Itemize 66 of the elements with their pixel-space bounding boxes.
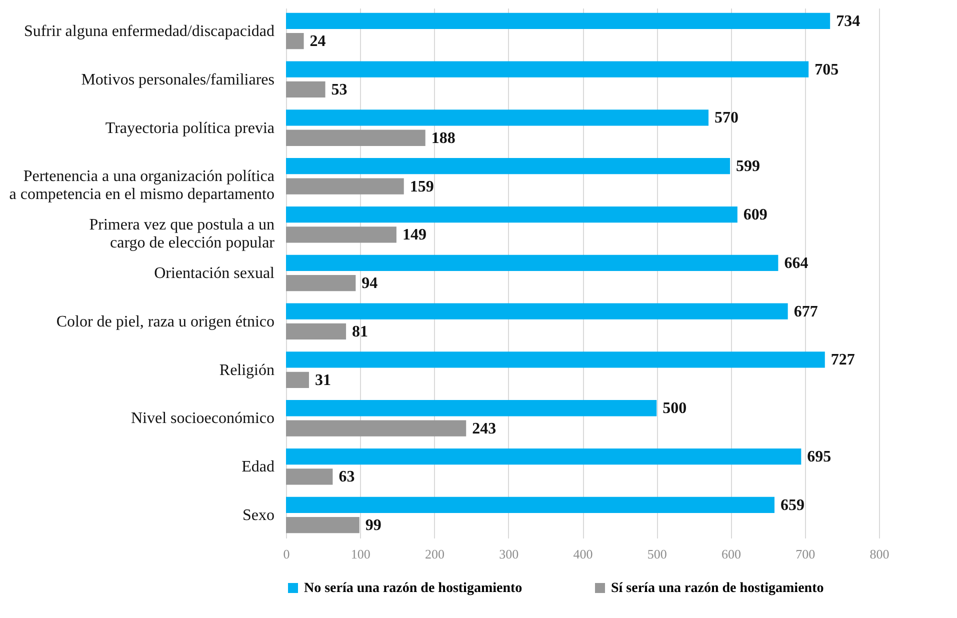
y-tick-label: Edad bbox=[242, 458, 274, 476]
y-tick-label: Orientación sexual bbox=[154, 265, 276, 282]
y-tick-label: Religión bbox=[219, 362, 274, 379]
data-label: 664 bbox=[784, 254, 808, 272]
y-tick-label: Nivel socioeconómico bbox=[130, 410, 274, 428]
data-label: 705 bbox=[814, 61, 839, 78]
data-label: 99 bbox=[365, 517, 382, 534]
data-label: 243 bbox=[472, 420, 496, 438]
data-label: 63 bbox=[338, 468, 355, 486]
bar bbox=[286, 110, 709, 126]
x-tick-label: 0 bbox=[283, 546, 290, 562]
data-label: 727 bbox=[830, 352, 855, 369]
bar bbox=[286, 517, 360, 534]
y-tick-label: Sexo bbox=[242, 507, 274, 524]
x-tick-label: 700 bbox=[796, 546, 816, 562]
bar bbox=[286, 496, 774, 513]
y-tick-label: Pertenencia a una organización política a competencia en el mismo departamento bbox=[9, 168, 274, 204]
x-tick-label: 600 bbox=[722, 546, 741, 562]
x-tick-label: 500 bbox=[647, 546, 667, 562]
bar bbox=[286, 275, 356, 292]
bar bbox=[286, 226, 396, 243]
bar bbox=[286, 12, 830, 29]
bar bbox=[286, 158, 730, 174]
bar bbox=[286, 130, 426, 146]
x-tick-label: 800 bbox=[870, 546, 890, 562]
data-label: 695 bbox=[807, 448, 832, 466]
data-label: 24 bbox=[310, 33, 326, 50]
legend-label: No sería una razón de hostigamiento bbox=[304, 581, 522, 596]
data-label: 500 bbox=[662, 400, 687, 418]
data-label: 570 bbox=[714, 110, 739, 127]
bar bbox=[286, 420, 466, 436]
bar bbox=[286, 323, 346, 340]
data-label: 81 bbox=[352, 323, 368, 340]
x-tick-label: 200 bbox=[425, 546, 444, 562]
bar bbox=[286, 61, 809, 78]
y-tick-label: Sufrir alguna enfermedad/discapacidad bbox=[24, 22, 274, 40]
bar bbox=[286, 400, 657, 416]
data-label: 94 bbox=[362, 275, 378, 292]
data-label: 609 bbox=[743, 206, 768, 224]
x-tick-label: 300 bbox=[499, 546, 519, 562]
data-label: 149 bbox=[402, 226, 426, 244]
data-label: 159 bbox=[410, 178, 434, 196]
y-tick-label: Color de piel, raza u origen étnico bbox=[56, 313, 274, 330]
bar bbox=[286, 33, 304, 50]
y-tick-label: Motivos personales/familiares bbox=[81, 71, 274, 88]
data-label: 599 bbox=[736, 158, 760, 176]
bar bbox=[286, 468, 333, 485]
data-label: 53 bbox=[331, 81, 348, 98]
x-tick-label: 100 bbox=[350, 546, 370, 562]
data-label: 188 bbox=[431, 130, 456, 147]
bar bbox=[286, 303, 788, 320]
bar bbox=[286, 81, 326, 98]
bar bbox=[286, 254, 778, 271]
x-tick-label: 400 bbox=[573, 546, 593, 562]
bar bbox=[286, 352, 825, 368]
data-label: 734 bbox=[836, 12, 860, 30]
bar bbox=[286, 372, 309, 388]
data-label: 677 bbox=[794, 303, 818, 320]
data-label: 31 bbox=[314, 372, 331, 389]
bar bbox=[286, 448, 802, 465]
bar bbox=[286, 206, 738, 223]
y-tick-label: Trayectoria política previa bbox=[105, 120, 274, 137]
y-tick-label: Primera vez que postula a un cargo de elección popular bbox=[89, 216, 276, 252]
data-label: 659 bbox=[780, 496, 804, 514]
legend-label: Sí sería una razón de hostigamiento bbox=[611, 581, 824, 596]
bar bbox=[286, 178, 404, 194]
